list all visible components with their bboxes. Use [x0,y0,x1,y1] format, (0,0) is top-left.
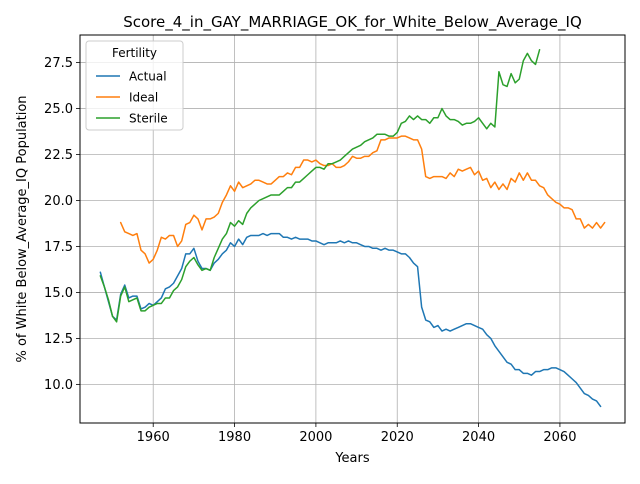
y-tick-label: 25.0 [44,102,73,117]
legend-label-actual: Actual [129,70,167,84]
legend: Fertility Actual Ideal Sterile [85,40,184,131]
y-tick-label: 22.5 [44,148,73,163]
x-tick-label: 2000 [299,430,332,445]
legend-label-ideal: Ideal [129,91,158,105]
legend-label-sterile: Sterile [129,112,168,126]
y-tick-label: 20.0 [44,194,73,209]
series-lines [99,48,606,408]
y-tick-label: 15.0 [44,286,73,301]
x-tick-label: 1960 [137,430,170,445]
legend-title: Fertility [112,46,157,60]
legend-box [85,40,184,131]
y-axis-title: % of White Below_Average_IQ Population [15,95,30,362]
series-line-sterile [99,48,541,323]
x-axis-title: Years [334,451,370,466]
chart-title: Score_4_in_GAY_MARRIAGE_OK_for_White_Bel… [123,13,582,32]
y-tick-label: 10.0 [44,378,73,393]
y-tick-label: 17.5 [44,240,73,255]
y-tick-label: 12.5 [44,332,73,347]
x-tick-label: 1980 [218,430,251,445]
series-line-actual [99,232,602,408]
x-tick-label: 2020 [381,430,414,445]
axis-ticks: 1960 1980 2000 2020 2040 2060 10.0 12.5 15.0 17.5… [44,56,576,445]
y-tick-label: 27.5 [44,56,73,71]
x-tick-label: 2060 [543,430,576,445]
plot-frame [79,34,626,424]
series-line-ideal [119,135,606,264]
legend-items: Actual Ideal Sterile [96,70,168,126]
x-tick-label: 2040 [462,430,495,445]
